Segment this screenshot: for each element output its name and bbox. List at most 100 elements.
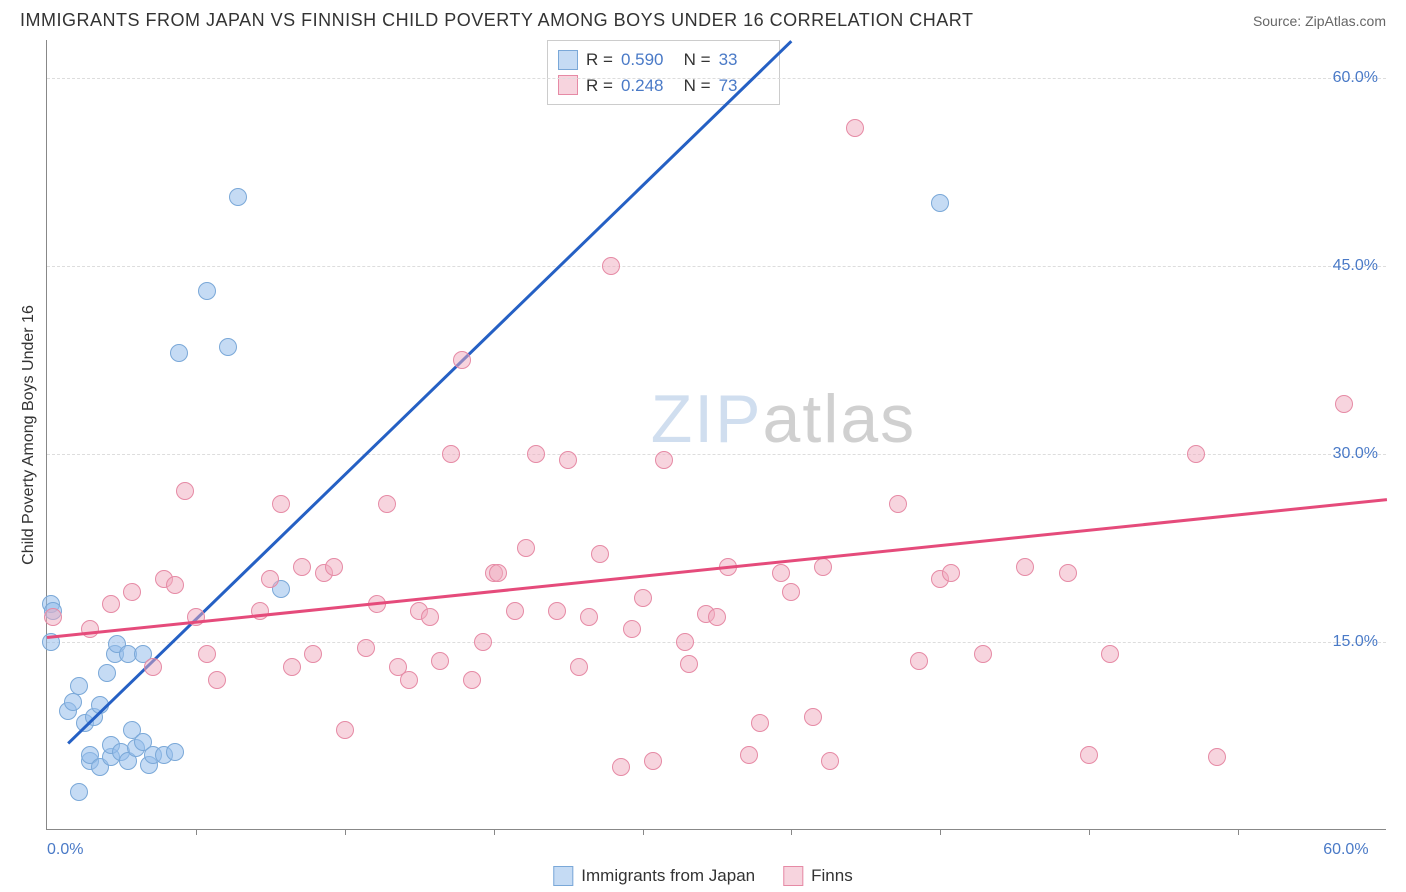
- x-tick-mark: [494, 829, 495, 835]
- data-point: [170, 344, 188, 362]
- data-point: [655, 451, 673, 469]
- x-tick-mark: [345, 829, 346, 835]
- data-point: [102, 595, 120, 613]
- data-point: [166, 743, 184, 761]
- scatter-chart: Child Poverty Among Boys Under 16 ZIPatl…: [46, 40, 1386, 830]
- data-point: [1335, 395, 1353, 413]
- data-point: [1208, 748, 1226, 766]
- data-point: [325, 558, 343, 576]
- swatch-icon: [558, 50, 578, 70]
- x-tick-label: 60.0%: [1323, 841, 1368, 859]
- data-point: [81, 620, 99, 638]
- data-point: [612, 758, 630, 776]
- data-point: [506, 602, 524, 620]
- data-point: [623, 620, 641, 638]
- watermark: ZIPatlas: [651, 380, 916, 458]
- legend-item: Immigrants from Japan: [553, 866, 755, 886]
- data-point: [453, 351, 471, 369]
- data-point: [680, 655, 698, 673]
- data-point: [272, 495, 290, 513]
- correlation-stats-box: R =0.590 N =33R =0.248 N =73: [547, 40, 780, 105]
- data-point: [708, 608, 726, 626]
- x-tick-mark: [791, 829, 792, 835]
- data-point: [304, 645, 322, 663]
- data-point: [70, 677, 88, 695]
- legend-label: Immigrants from Japan: [581, 866, 755, 886]
- data-point: [517, 539, 535, 557]
- legend-item: Finns: [783, 866, 853, 886]
- data-point: [176, 482, 194, 500]
- data-point: [751, 714, 769, 732]
- data-point: [772, 564, 790, 582]
- data-point: [1101, 645, 1119, 663]
- data-point: [283, 658, 301, 676]
- data-point: [634, 589, 652, 607]
- gridline: [47, 454, 1386, 455]
- swatch-icon: [553, 866, 573, 886]
- data-point: [357, 639, 375, 657]
- x-tick-mark: [940, 829, 941, 835]
- data-point: [804, 708, 822, 726]
- data-point: [931, 194, 949, 212]
- stats-row: R =0.590 N =33: [558, 47, 769, 73]
- y-tick-label: 45.0%: [1333, 257, 1378, 275]
- data-point: [70, 783, 88, 801]
- data-point: [144, 658, 162, 676]
- y-axis-label: Child Poverty Among Boys Under 16: [20, 305, 38, 565]
- data-point: [44, 608, 62, 626]
- data-point: [644, 752, 662, 770]
- data-point: [676, 633, 694, 651]
- data-point: [1080, 746, 1098, 764]
- chart-title: IMMIGRANTS FROM JAPAN VS FINNISH CHILD P…: [20, 10, 973, 31]
- x-tick-mark: [1238, 829, 1239, 835]
- data-point: [198, 282, 216, 300]
- legend: Immigrants from Japan Finns: [553, 866, 852, 886]
- data-point: [814, 558, 832, 576]
- data-point: [400, 671, 418, 689]
- data-point: [64, 693, 82, 711]
- y-tick-label: 15.0%: [1333, 633, 1378, 651]
- data-point: [580, 608, 598, 626]
- data-point: [570, 658, 588, 676]
- x-tick-mark: [643, 829, 644, 835]
- data-point: [591, 545, 609, 563]
- data-point: [442, 445, 460, 463]
- data-point: [208, 671, 226, 689]
- data-point: [782, 583, 800, 601]
- data-point: [98, 664, 116, 682]
- data-point: [527, 445, 545, 463]
- gridline: [47, 78, 1386, 79]
- data-point: [474, 633, 492, 651]
- y-tick-label: 60.0%: [1333, 69, 1378, 87]
- data-point: [846, 119, 864, 137]
- data-point: [421, 608, 439, 626]
- data-point: [219, 338, 237, 356]
- data-point: [910, 652, 928, 670]
- data-point: [336, 721, 354, 739]
- x-tick-mark: [196, 829, 197, 835]
- data-point: [548, 602, 566, 620]
- data-point: [431, 652, 449, 670]
- data-point: [821, 752, 839, 770]
- x-tick-mark: [1089, 829, 1090, 835]
- gridline: [47, 642, 1386, 643]
- data-point: [942, 564, 960, 582]
- data-point: [123, 583, 141, 601]
- data-point: [1016, 558, 1034, 576]
- data-point: [559, 451, 577, 469]
- legend-label: Finns: [811, 866, 853, 886]
- data-point: [378, 495, 396, 513]
- data-point: [261, 570, 279, 588]
- data-point: [740, 746, 758, 764]
- swatch-icon: [783, 866, 803, 886]
- gridline: [47, 266, 1386, 267]
- data-point: [974, 645, 992, 663]
- data-point: [889, 495, 907, 513]
- data-point: [602, 257, 620, 275]
- data-point: [293, 558, 311, 576]
- data-point: [1059, 564, 1077, 582]
- data-point: [229, 188, 247, 206]
- y-tick-label: 30.0%: [1333, 445, 1378, 463]
- data-point: [166, 576, 184, 594]
- data-point: [463, 671, 481, 689]
